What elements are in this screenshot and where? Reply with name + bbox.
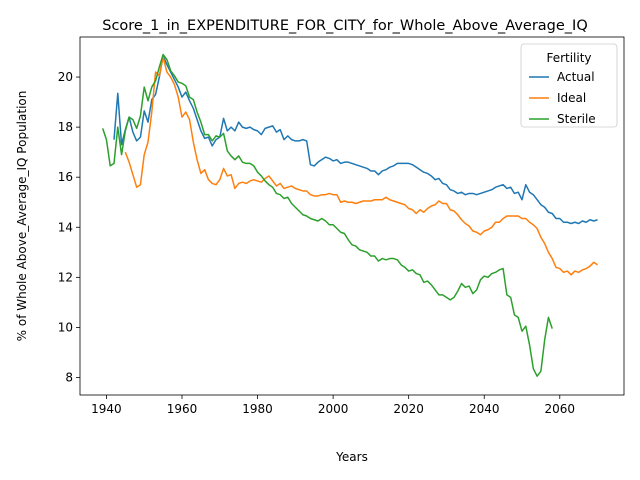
x-axis: 1940 1960 1980 2000 2020 2040 2060 — [91, 395, 575, 416]
x-tick-label: 2040 — [469, 402, 500, 416]
y-tick-label: 10 — [58, 320, 73, 334]
y-axis: 8 10 12 14 16 18 20 — [58, 70, 80, 384]
y-axis-label: % of Whole Above_Average_IQ Population — [15, 91, 29, 342]
y-tick-label: 18 — [58, 120, 73, 134]
series-line-ideal — [124, 56, 598, 276]
legend-box — [520, 43, 618, 128]
x-axis-label: Years — [335, 450, 368, 464]
chart-title: Score_1_in_EXPENDITURE_FOR_CITY_for_Whol… — [102, 18, 588, 34]
legend-label-actual: Actual — [557, 70, 595, 84]
x-tick-label: 2000 — [318, 402, 349, 416]
legend: Fertility Actual Ideal Sterile — [520, 43, 618, 128]
legend-title: Fertility — [546, 51, 591, 65]
y-tick-label: 8 — [65, 370, 73, 384]
legend-label-sterile: Sterile — [557, 112, 596, 126]
x-tick-label: 1940 — [91, 402, 122, 416]
x-tick-label: 2020 — [393, 402, 424, 416]
y-tick-label: 16 — [58, 170, 73, 184]
x-tick-label: 1980 — [242, 402, 273, 416]
series-line-sterile — [101, 53, 553, 377]
legend-label-ideal: Ideal — [557, 91, 586, 105]
series-layer — [101, 53, 598, 377]
y-tick-label: 14 — [58, 220, 73, 234]
x-tick-label: 2060 — [545, 402, 576, 416]
y-tick-label: 12 — [58, 270, 73, 284]
plot-frame — [79, 36, 625, 396]
x-tick-label: 1960 — [167, 402, 198, 416]
series-line-actual — [113, 55, 598, 225]
y-tick-label: 20 — [58, 70, 73, 84]
